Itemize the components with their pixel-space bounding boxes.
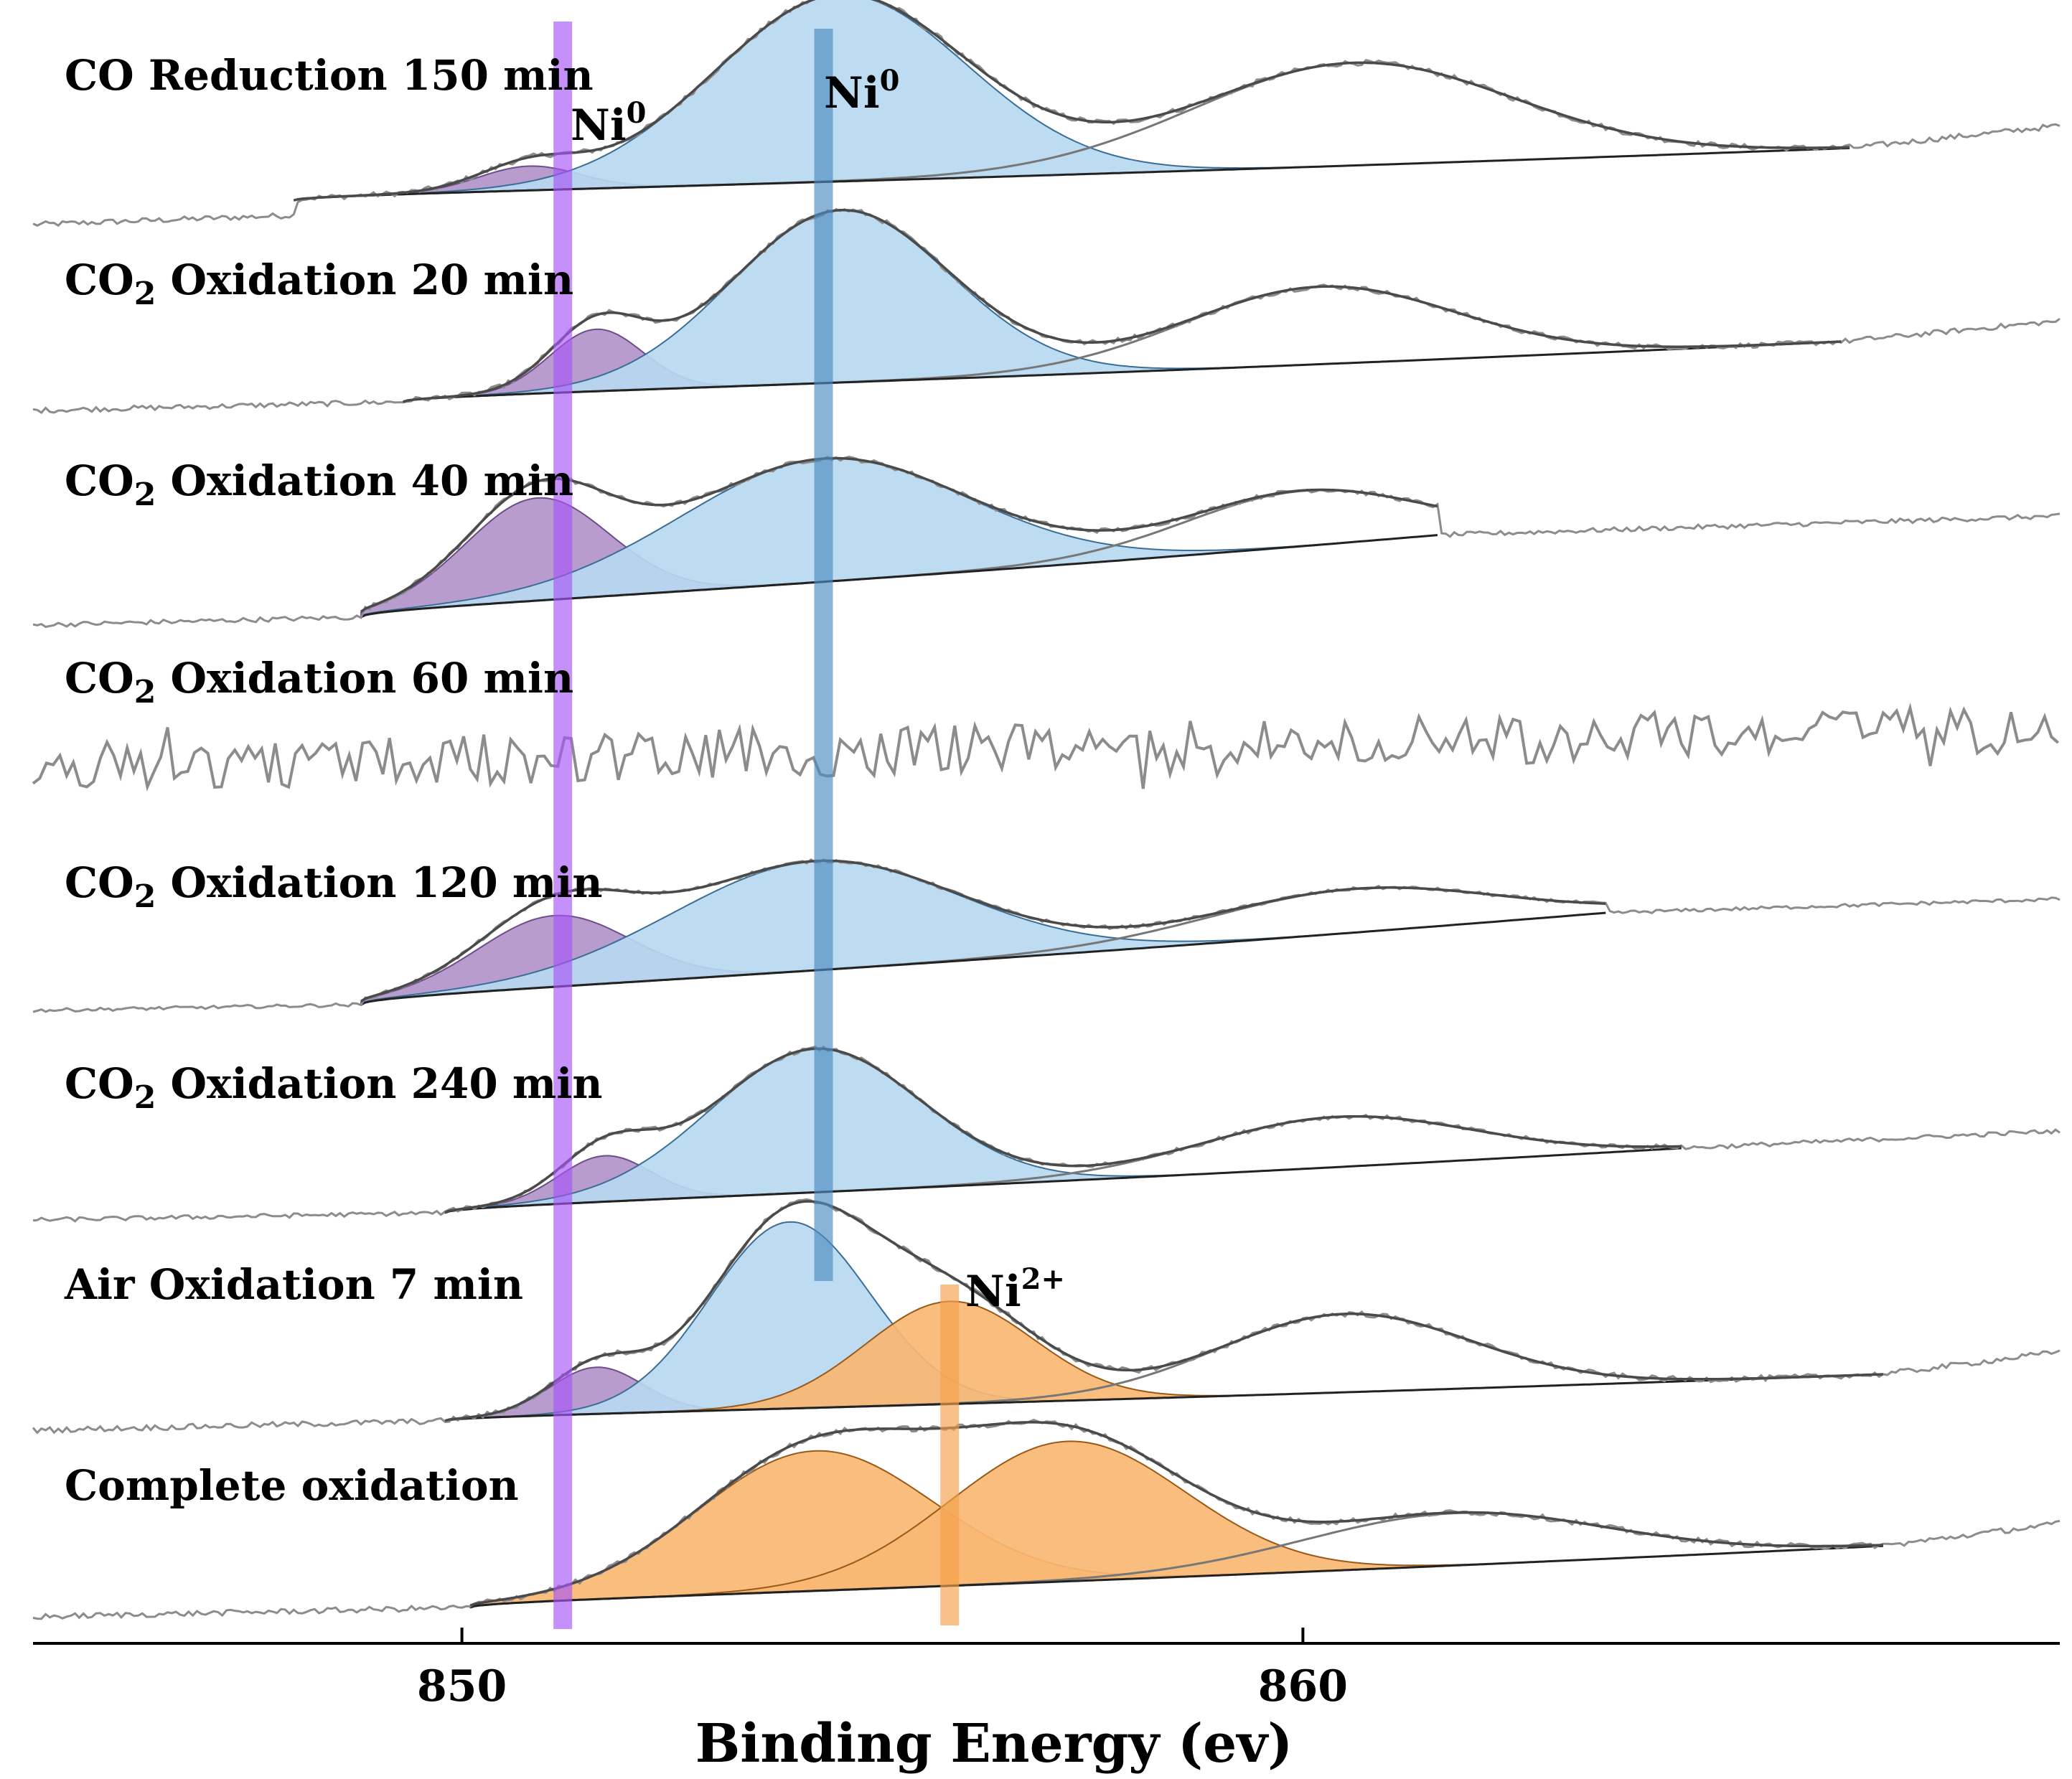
fit-baseline [293,146,1850,202]
series-label-main: CO [65,255,134,304]
series-label-5: CO2 Oxidation 240 min [65,1059,602,1116]
series-6 [32,1198,2061,1435]
series-label-sub: 2 [134,674,156,710]
fit-baseline [469,1544,1883,1609]
series-5 [32,1045,2061,1223]
fit-baseline [444,1147,1682,1214]
series-label-sub: 2 [134,276,156,312]
fit-baseline [444,1373,1883,1422]
series-2 [32,455,2061,629]
raw-trace [32,702,2060,792]
peak-label-sup: 2+ [1021,1262,1065,1296]
fit-baseline [403,340,1842,403]
series-label-sub: 2 [134,477,156,513]
series-label-main: CO [65,1059,134,1108]
peak-marker-bar-0 [553,22,573,1629]
series-4 [32,858,2061,1013]
series-label-7: Complete oxidation [65,1461,519,1510]
raw-trace [32,1418,2061,1620]
component-blue-1 [402,210,1842,403]
series-3 [32,702,2060,792]
peak-label-sup: 0 [880,64,900,98]
series-label-main: CO [65,858,134,907]
series-label-main: Complete oxidation [65,1461,519,1510]
series-label-rest: Oxidation 120 min [156,858,602,907]
series-label-1: CO2 Oxidation 20 min [65,255,573,312]
component-blue-1 [444,1221,1883,1422]
series-label-sub: 2 [134,878,156,915]
series-label-rest: Oxidation 240 min [156,1059,602,1108]
x-tick-label-860: 860 [1258,1661,1348,1712]
x-axis-title: Binding Energy (ev) [695,1713,1293,1775]
series-label-sub: 2 [134,1079,156,1116]
peak-marker-label-0: Ni0 [571,96,646,151]
series-label-2: CO2 Oxidation 40 min [65,456,573,513]
fit-envelope [360,456,1438,613]
series-7 [32,1418,2061,1620]
series-label-main: Air Oxidation 7 min [64,1260,523,1309]
fit-envelope [403,209,1842,403]
series-label-rest: Oxidation 60 min [156,654,573,703]
peak-label-sup: 0 [627,96,647,130]
fit-envelope [444,1200,1883,1422]
x-axis: 850 860 Binding Energy (ev) [33,1628,2060,1775]
fit-baseline [360,534,1438,619]
peak-marker-bar-2 [940,1285,960,1625]
peak-marker-label-2: Ni2+ [965,1262,1065,1317]
raw-trace [32,207,2061,414]
series-1 [32,207,2061,414]
series-label-main: CO [65,456,134,505]
fit-envelope [444,1047,1682,1214]
raw-trace [32,0,2061,227]
fit-envelope [469,1421,1883,1607]
series-label-main: CO Reduction 150 min [65,51,594,100]
peak-marker-label-1: Ni0 [824,64,899,118]
x-tick-label-850: 850 [417,1661,507,1712]
series-label-rest: Oxidation 40 min [156,456,573,505]
series-label-4: CO2 Oxidation 120 min [65,858,602,915]
peak-label-text: Ni [824,68,880,118]
series-label-0: CO Reduction 150 min [65,51,594,100]
peak-label-text: Ni [571,100,627,151]
series-label-6: Air Oxidation 7 min [64,1260,523,1309]
series-label-3: CO2 Oxidation 60 min [65,654,573,710]
peak-marker-bar-1 [814,29,833,1281]
series-label-main: CO [65,654,134,703]
series-label-rest: Oxidation 20 min [156,255,573,304]
traces-layer [32,0,2061,1620]
series-0 [32,0,2061,227]
peak-label-text: Ni [965,1267,1021,1317]
fit-envelope [293,0,1850,202]
